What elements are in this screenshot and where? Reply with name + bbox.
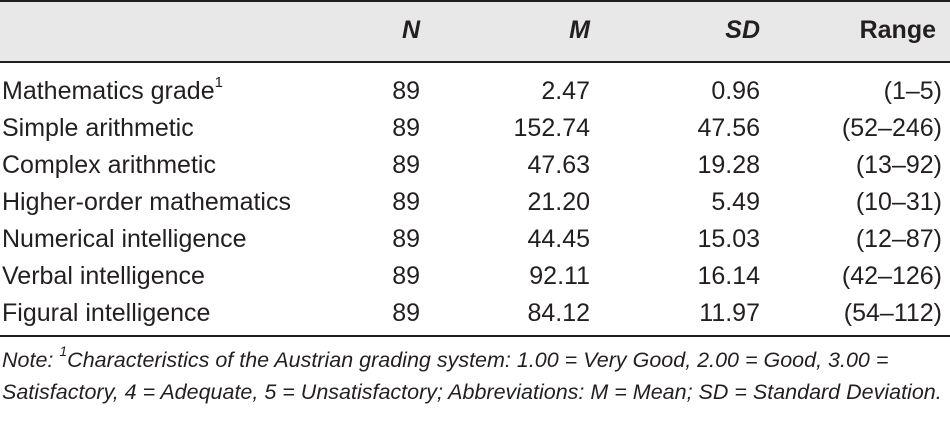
row-variable-label: Numerical intelligence xyxy=(2,225,247,253)
row-variable-label: Higher-order mathematics xyxy=(2,188,291,216)
row-variable-name: Complex arithmetic xyxy=(2,147,216,184)
row-range-value: (42–126) xyxy=(841,262,942,290)
table-row: Numerical intelligence 89 44.45 15.03 (12–87… xyxy=(0,221,950,258)
header-sd: SD xyxy=(725,16,760,44)
row-sd-value: 16.14 xyxy=(697,262,760,290)
row-sd-value: 11.97 xyxy=(699,299,760,327)
row-range-value: (13–92) xyxy=(855,151,942,179)
table-row: Simple arithmetic 89 152.74 47.56 (52–246) xyxy=(0,110,950,147)
row-variable-name: Numerical intelligence xyxy=(2,221,247,258)
table-row: Mathematics grade1 89 2.47 0.96 (1–5) xyxy=(0,73,950,110)
row-mean-value: 47.63 xyxy=(527,151,590,179)
row-variable-label: Complex arithmetic xyxy=(2,151,216,179)
row-range-value: (10–31) xyxy=(855,188,942,216)
note-prefix: Note: xyxy=(2,348,60,372)
row-variable-name: Mathematics grade1 xyxy=(2,73,223,110)
table-bottom-rule xyxy=(0,335,950,337)
table-header-background xyxy=(0,0,950,61)
table-header-rule xyxy=(0,61,950,63)
note-text: Characteristics of the Austrian grading … xyxy=(2,348,942,404)
table-row: Verbal intelligence 89 92.11 16.14 (42–126) xyxy=(0,258,950,295)
row-variable-superscript: 1 xyxy=(214,73,223,91)
row-n-value: 89 xyxy=(392,225,420,253)
header-n: N xyxy=(401,16,420,44)
row-n-value: 89 xyxy=(392,114,420,142)
row-range-value: (12–87) xyxy=(855,225,942,253)
row-mean-value: 44.45 xyxy=(527,225,590,253)
row-mean-value: 2.47 xyxy=(541,77,590,105)
row-range-value: (54–112) xyxy=(843,299,942,327)
row-n-value: 89 xyxy=(392,77,420,105)
row-n-value: 89 xyxy=(392,151,420,179)
row-n-value: 89 xyxy=(392,188,420,216)
row-range-value: (52–246) xyxy=(841,114,942,142)
row-variable-label: Simple arithmetic xyxy=(2,114,194,142)
table-header-row: N M SD Range xyxy=(0,0,950,61)
header-mean: M xyxy=(569,16,590,44)
row-mean-value: 21.20 xyxy=(527,188,590,216)
row-n-value: 89 xyxy=(392,299,420,327)
row-sd-value: 0.96 xyxy=(711,77,760,105)
table-row: Complex arithmetic 89 47.63 19.28 (13–92) xyxy=(0,147,950,184)
row-sd-value: 47.56 xyxy=(697,114,760,142)
note-superscript: 1 xyxy=(59,342,68,359)
table-row: Figural intelligence 89 84.12 11.97 (54–112) xyxy=(0,295,950,332)
row-sd-value: 19.28 xyxy=(697,151,760,179)
row-variable-name: Simple arithmetic xyxy=(2,110,194,147)
row-sd-value: 15.03 xyxy=(697,225,760,253)
row-variable-name: Verbal intelligence xyxy=(2,258,205,295)
table-body: Mathematics grade1 89 2.47 0.96 (1–5) Simple … xyxy=(0,73,950,332)
row-variable-label: Figural intelligence xyxy=(2,299,211,327)
row-mean-value: 152.74 xyxy=(513,114,590,142)
table-row: Higher-order mathematics 89 21.20 5.49 (10–3… xyxy=(0,184,950,221)
table-note: Note: 1Characteristics of the Austrian g… xyxy=(2,344,947,408)
row-sd-value: 5.49 xyxy=(711,188,760,216)
row-mean-value: 92.11 xyxy=(529,262,590,290)
row-variable-name: Figural intelligence xyxy=(2,295,210,332)
table-top-rule xyxy=(0,0,950,2)
row-variable-name: Higher-order mathematics xyxy=(2,184,291,221)
row-variable-label: Verbal intelligence xyxy=(2,262,205,290)
row-variable-label: Mathematics grade xyxy=(2,77,215,105)
header-range: Range xyxy=(859,16,936,44)
row-range-value: (1–5) xyxy=(883,77,942,105)
row-n-value: 89 xyxy=(392,262,420,290)
row-mean-value: 84.12 xyxy=(527,299,590,327)
